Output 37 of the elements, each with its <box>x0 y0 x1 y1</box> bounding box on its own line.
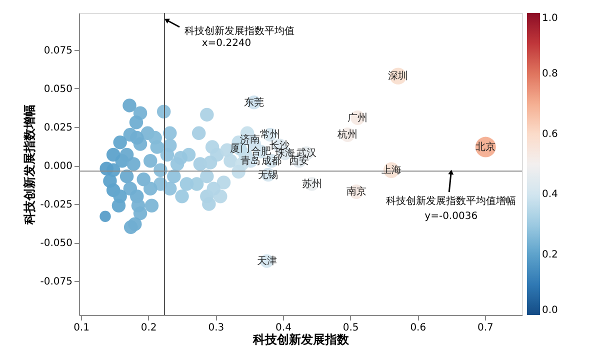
annotation: 无锡 <box>258 170 278 181</box>
x-axis-title: 科技创新发展指数 <box>252 332 350 346</box>
annotation: 南京 <box>346 186 366 198</box>
color-bar-label: 1.0 <box>542 13 558 24</box>
annotation: 上海 <box>381 164 402 176</box>
x-tick-label: 0.5 <box>342 322 359 334</box>
annotation: 杭州 <box>336 128 358 141</box>
x-tick-label: 0.4 <box>276 322 292 334</box>
annotation: 厦门 <box>230 142 250 155</box>
y-tick-label: -0.050 <box>40 238 72 250</box>
annotation: 苏州 <box>302 178 322 190</box>
x-tick-label: 0.1 <box>74 322 90 334</box>
x-tick-label: 0.3 <box>208 322 224 334</box>
annotation: 北京 <box>476 141 496 154</box>
y-tick-label: 0.050 <box>44 84 72 95</box>
annotation: 济南 <box>240 133 260 146</box>
y-tick-label: 0.000 <box>44 161 72 172</box>
x-tick-label: 0.7 <box>478 322 494 334</box>
x-tick-label: 0.6 <box>410 322 426 334</box>
annotation: 广州 <box>348 112 368 124</box>
ref-line-label: 科技创新发展指数平均值 x=0.2240 <box>184 25 295 49</box>
color-bar-label: 0.4 <box>542 189 558 200</box>
y-axis-title: 科技创新发展指数增幅 <box>22 104 36 226</box>
annotation: 东莞 <box>244 96 264 108</box>
ref-line-label: 科技创新发展指数平均值增幅 y=-0.0036 <box>386 195 516 222</box>
color-bar-label: 0.2 <box>542 250 558 261</box>
y-tick-label: -0.075 <box>40 276 72 288</box>
annotation: 深圳 <box>388 70 408 82</box>
annotation: 天津 <box>256 255 277 268</box>
annotation: 常州 <box>260 128 280 141</box>
color-bar-label: 0.6 <box>542 128 558 140</box>
y-tick-label: 0.075 <box>44 45 72 56</box>
color-bar-label: 0.0 <box>542 305 558 316</box>
y-tick-label: -0.025 <box>40 200 72 211</box>
y-tick-label: 0.025 <box>44 122 72 134</box>
color-bar-label: 0.8 <box>542 68 558 80</box>
x-tick-label: 0.2 <box>140 322 157 334</box>
